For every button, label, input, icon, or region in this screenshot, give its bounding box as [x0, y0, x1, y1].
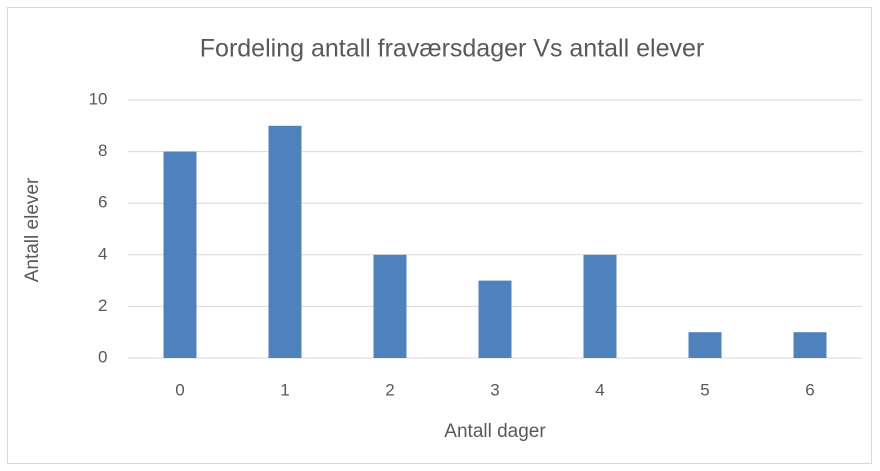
bar — [478, 280, 512, 358]
y-tick-label: 2 — [98, 296, 107, 315]
y-tick-label: 8 — [98, 141, 107, 160]
bar — [688, 332, 722, 358]
bar — [373, 254, 407, 358]
chart-border — [7, 7, 872, 464]
x-tick-label: 2 — [385, 380, 394, 399]
x-tick-label: 6 — [805, 380, 814, 399]
x-tick-label: 1 — [280, 380, 289, 399]
bar — [583, 254, 617, 358]
x-tick-label: 4 — [595, 380, 604, 399]
chart-title: Fordeling antall fraværsdager Vs antall … — [200, 35, 704, 63]
bar — [163, 151, 197, 358]
x-tick-label: 0 — [175, 380, 184, 399]
x-axis-label: Antall dager — [444, 421, 546, 442]
y-tick-label: 6 — [98, 193, 107, 212]
x-tick-label: 5 — [700, 380, 709, 399]
bar — [793, 332, 827, 358]
y-tick-label: 0 — [98, 347, 107, 366]
y-tick-label: 4 — [98, 244, 107, 263]
x-tick-label: 3 — [490, 380, 499, 399]
y-tick-label: 10 — [89, 89, 108, 108]
y-axis-label: Antall elever — [22, 177, 43, 282]
bar — [268, 125, 302, 358]
